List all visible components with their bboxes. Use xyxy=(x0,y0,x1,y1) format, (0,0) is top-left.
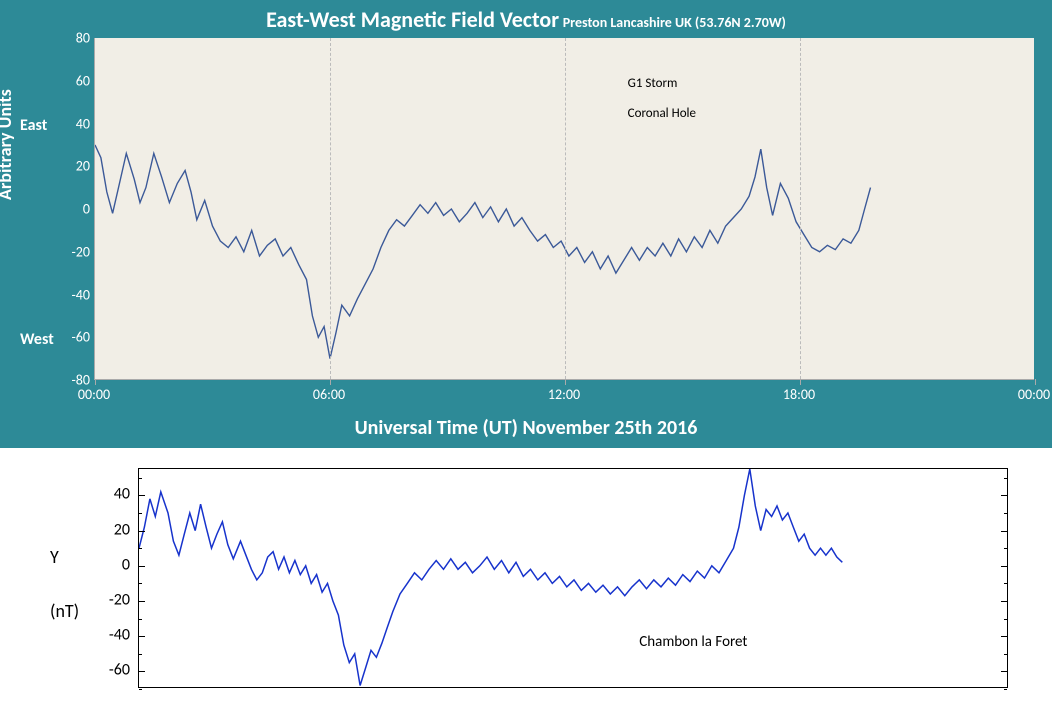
bottom-ytick-minor xyxy=(1004,478,1007,479)
bottom-ytick-minor xyxy=(1004,548,1007,549)
top-ytick: -60 xyxy=(72,329,90,346)
bottom-ytick: 40 xyxy=(114,485,130,504)
top-ytick: 0 xyxy=(83,201,90,218)
top-title-sub: Preston Lancashire UK (53.76N 2.70W) xyxy=(563,14,786,31)
top-xtick: 18:00 xyxy=(783,386,815,403)
bottom-annotation: Chambon la Foret xyxy=(639,633,747,651)
bottom-ytick-mark xyxy=(139,531,145,532)
bottom-line-svg xyxy=(139,469,1009,689)
top-ytick: 40 xyxy=(76,115,90,132)
bottom-ytick-mark xyxy=(139,495,145,496)
bottom-ytick-minor xyxy=(1004,654,1007,655)
east-label: East xyxy=(20,116,47,135)
top-series-line xyxy=(95,145,871,359)
bottom-ytick-minor xyxy=(139,548,142,549)
bottom-ytick-mark xyxy=(1001,531,1007,532)
bottom-ytick-minor xyxy=(139,583,142,584)
top-xtick: 00:00 xyxy=(1018,386,1050,403)
bottom-ytick-minor xyxy=(139,513,142,514)
top-xtick-mark xyxy=(330,379,331,385)
bottom-ytick-mark xyxy=(1001,671,1007,672)
top-xtick: 00:00 xyxy=(78,386,110,403)
top-xtick: 06:00 xyxy=(313,386,345,403)
bottom-series-line xyxy=(139,469,842,686)
top-ytick: 80 xyxy=(76,30,90,47)
top-ytick: 20 xyxy=(76,158,90,175)
top-xtick-mark xyxy=(800,379,801,385)
top-ytick: -20 xyxy=(72,243,90,260)
bottom-ytick-mark xyxy=(1001,601,1007,602)
top-xtick-mark xyxy=(565,379,566,385)
bottom-plot-area: Chambon la Foret xyxy=(138,468,1008,688)
top-plot-area: G1 Storm Coronal Hole xyxy=(94,38,1034,380)
top-annotation: Coronal Hole xyxy=(628,106,696,121)
top-ylabel: Arbitrary Units xyxy=(0,89,16,200)
bottom-ytick-minor xyxy=(1004,583,1007,584)
bottom-ytick-mark xyxy=(1001,636,1007,637)
bottom-ytick-minor xyxy=(139,654,142,655)
top-ytick: 60 xyxy=(76,72,90,89)
bottom-ytick-mark xyxy=(1001,495,1007,496)
bottom-ylabel-1: Y xyxy=(50,546,59,568)
bottom-ytick-minor xyxy=(1004,689,1007,690)
bottom-ytick: 20 xyxy=(114,520,130,539)
bottom-ytick-minor xyxy=(139,478,142,479)
bottom-chart-panel: Y (nT) Chambon la Foret -60-40-2002040 xyxy=(100,460,1020,700)
top-xlabel: Universal Time (UT) November 25th 2016 xyxy=(0,416,1052,440)
top-xtick-mark xyxy=(95,379,96,385)
top-title: East-West Magnetic Field Vector Preston … xyxy=(0,6,1052,33)
west-label: West xyxy=(20,330,54,349)
bottom-ytick-mark xyxy=(139,636,145,637)
bottom-ytick-minor xyxy=(1004,619,1007,620)
bottom-ytick-minor xyxy=(139,689,142,690)
top-ytick: -40 xyxy=(72,286,90,303)
top-chart-panel: East-West Magnetic Field Vector Preston … xyxy=(0,0,1052,448)
bottom-ytick-mark xyxy=(139,671,145,672)
bottom-ytick-mark xyxy=(139,601,145,602)
bottom-ytick: -60 xyxy=(109,661,130,680)
bottom-ytick-mark xyxy=(1001,566,1007,567)
top-title-main: East-West Magnetic Field Vector xyxy=(266,6,559,33)
bottom-ytick-minor xyxy=(1004,513,1007,514)
bottom-ytick: -20 xyxy=(109,591,130,610)
top-gridline xyxy=(330,38,331,379)
bottom-ytick: 0 xyxy=(122,555,130,574)
top-xtick: 12:00 xyxy=(548,386,580,403)
top-xtick-mark xyxy=(1035,379,1036,385)
top-gridline xyxy=(565,38,566,379)
bottom-ytick-minor xyxy=(139,619,142,620)
top-gridline xyxy=(800,38,801,379)
top-annotation: G1 Storm xyxy=(628,76,678,91)
bottom-ylabel-2: (nT) xyxy=(50,600,79,622)
bottom-ytick: -40 xyxy=(109,626,130,645)
bottom-ytick-mark xyxy=(139,566,145,567)
